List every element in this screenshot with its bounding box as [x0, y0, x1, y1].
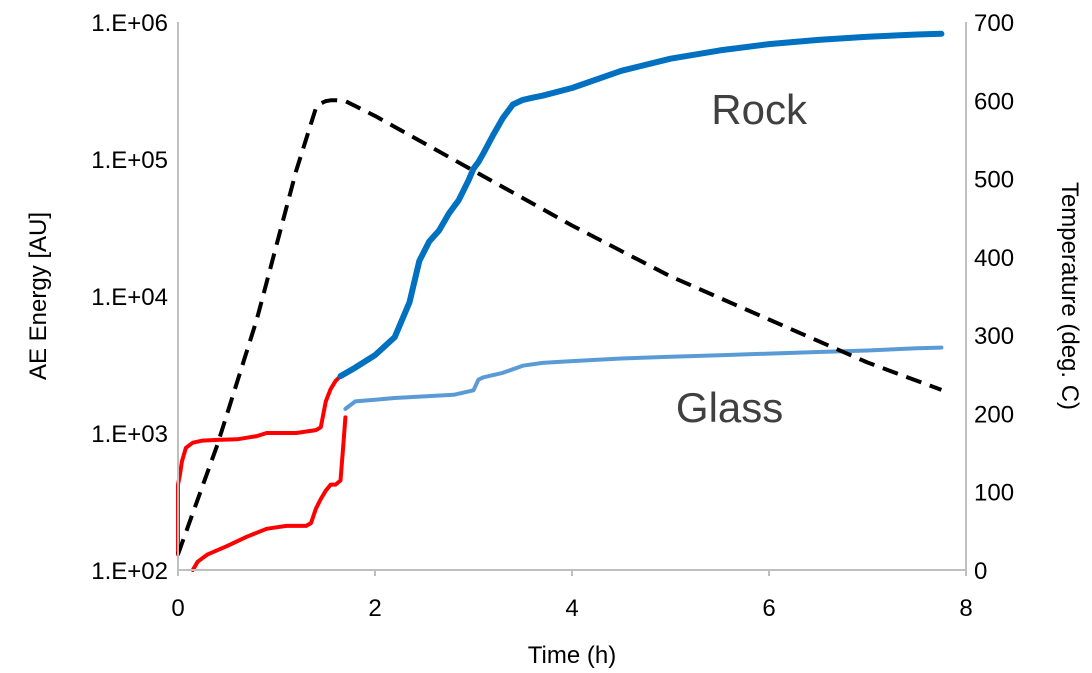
- x-axis-title: Time (h): [528, 642, 616, 669]
- axes-layer: [177, 22, 967, 571]
- y-tick-label: 1.E+02: [91, 558, 168, 585]
- y-axis-title: AE Energy [AU]: [25, 212, 52, 380]
- annotation-label-rock: Rock: [711, 86, 808, 133]
- series-layer: [176, 30, 945, 572]
- x-tick-label: 2: [368, 595, 381, 622]
- y-tick-label: 1.E+04: [91, 284, 168, 311]
- annotation-label-glass: Glass: [676, 384, 783, 431]
- y2-tick-label: 300: [974, 323, 1014, 350]
- series-line-rock_cooling: [337, 30, 945, 380]
- y2-tick-label: 600: [974, 88, 1014, 115]
- y2-tick-label: 0: [974, 558, 987, 585]
- annotation-layer: Rock Glass: [676, 86, 808, 431]
- y2-tick-label: 200: [974, 401, 1014, 428]
- x-tick-label: 8: [959, 595, 972, 622]
- y-tick-label: 1.E+06: [91, 10, 168, 37]
- y2-tick-label: 500: [974, 167, 1014, 194]
- y-tick-label: 1.E+05: [91, 147, 168, 174]
- series-line-rock_heating: [176, 374, 343, 557]
- y2-tick-label: 700: [974, 10, 1014, 37]
- series-line-glass_cooling: [343, 345, 944, 411]
- y2-tick-label: 400: [974, 245, 1014, 272]
- y2-axis-title: Temperature (deg. C): [1056, 182, 1083, 410]
- y-tick-label: 1.E+03: [91, 421, 168, 448]
- x-tick-label: 4: [565, 595, 578, 622]
- x-tick-label: 0: [171, 595, 184, 622]
- x-tick-label: 6: [762, 595, 775, 622]
- series-line-glass_heating: [190, 415, 348, 572]
- series-line-temperature: [176, 98, 943, 555]
- y2-tick-label: 100: [974, 480, 1014, 507]
- ticks-layer: 0 2 4 6 8 1.E+02 1.E+03 1.E+04 1.E+05 1.E+06 0 100 2…: [91, 10, 1014, 622]
